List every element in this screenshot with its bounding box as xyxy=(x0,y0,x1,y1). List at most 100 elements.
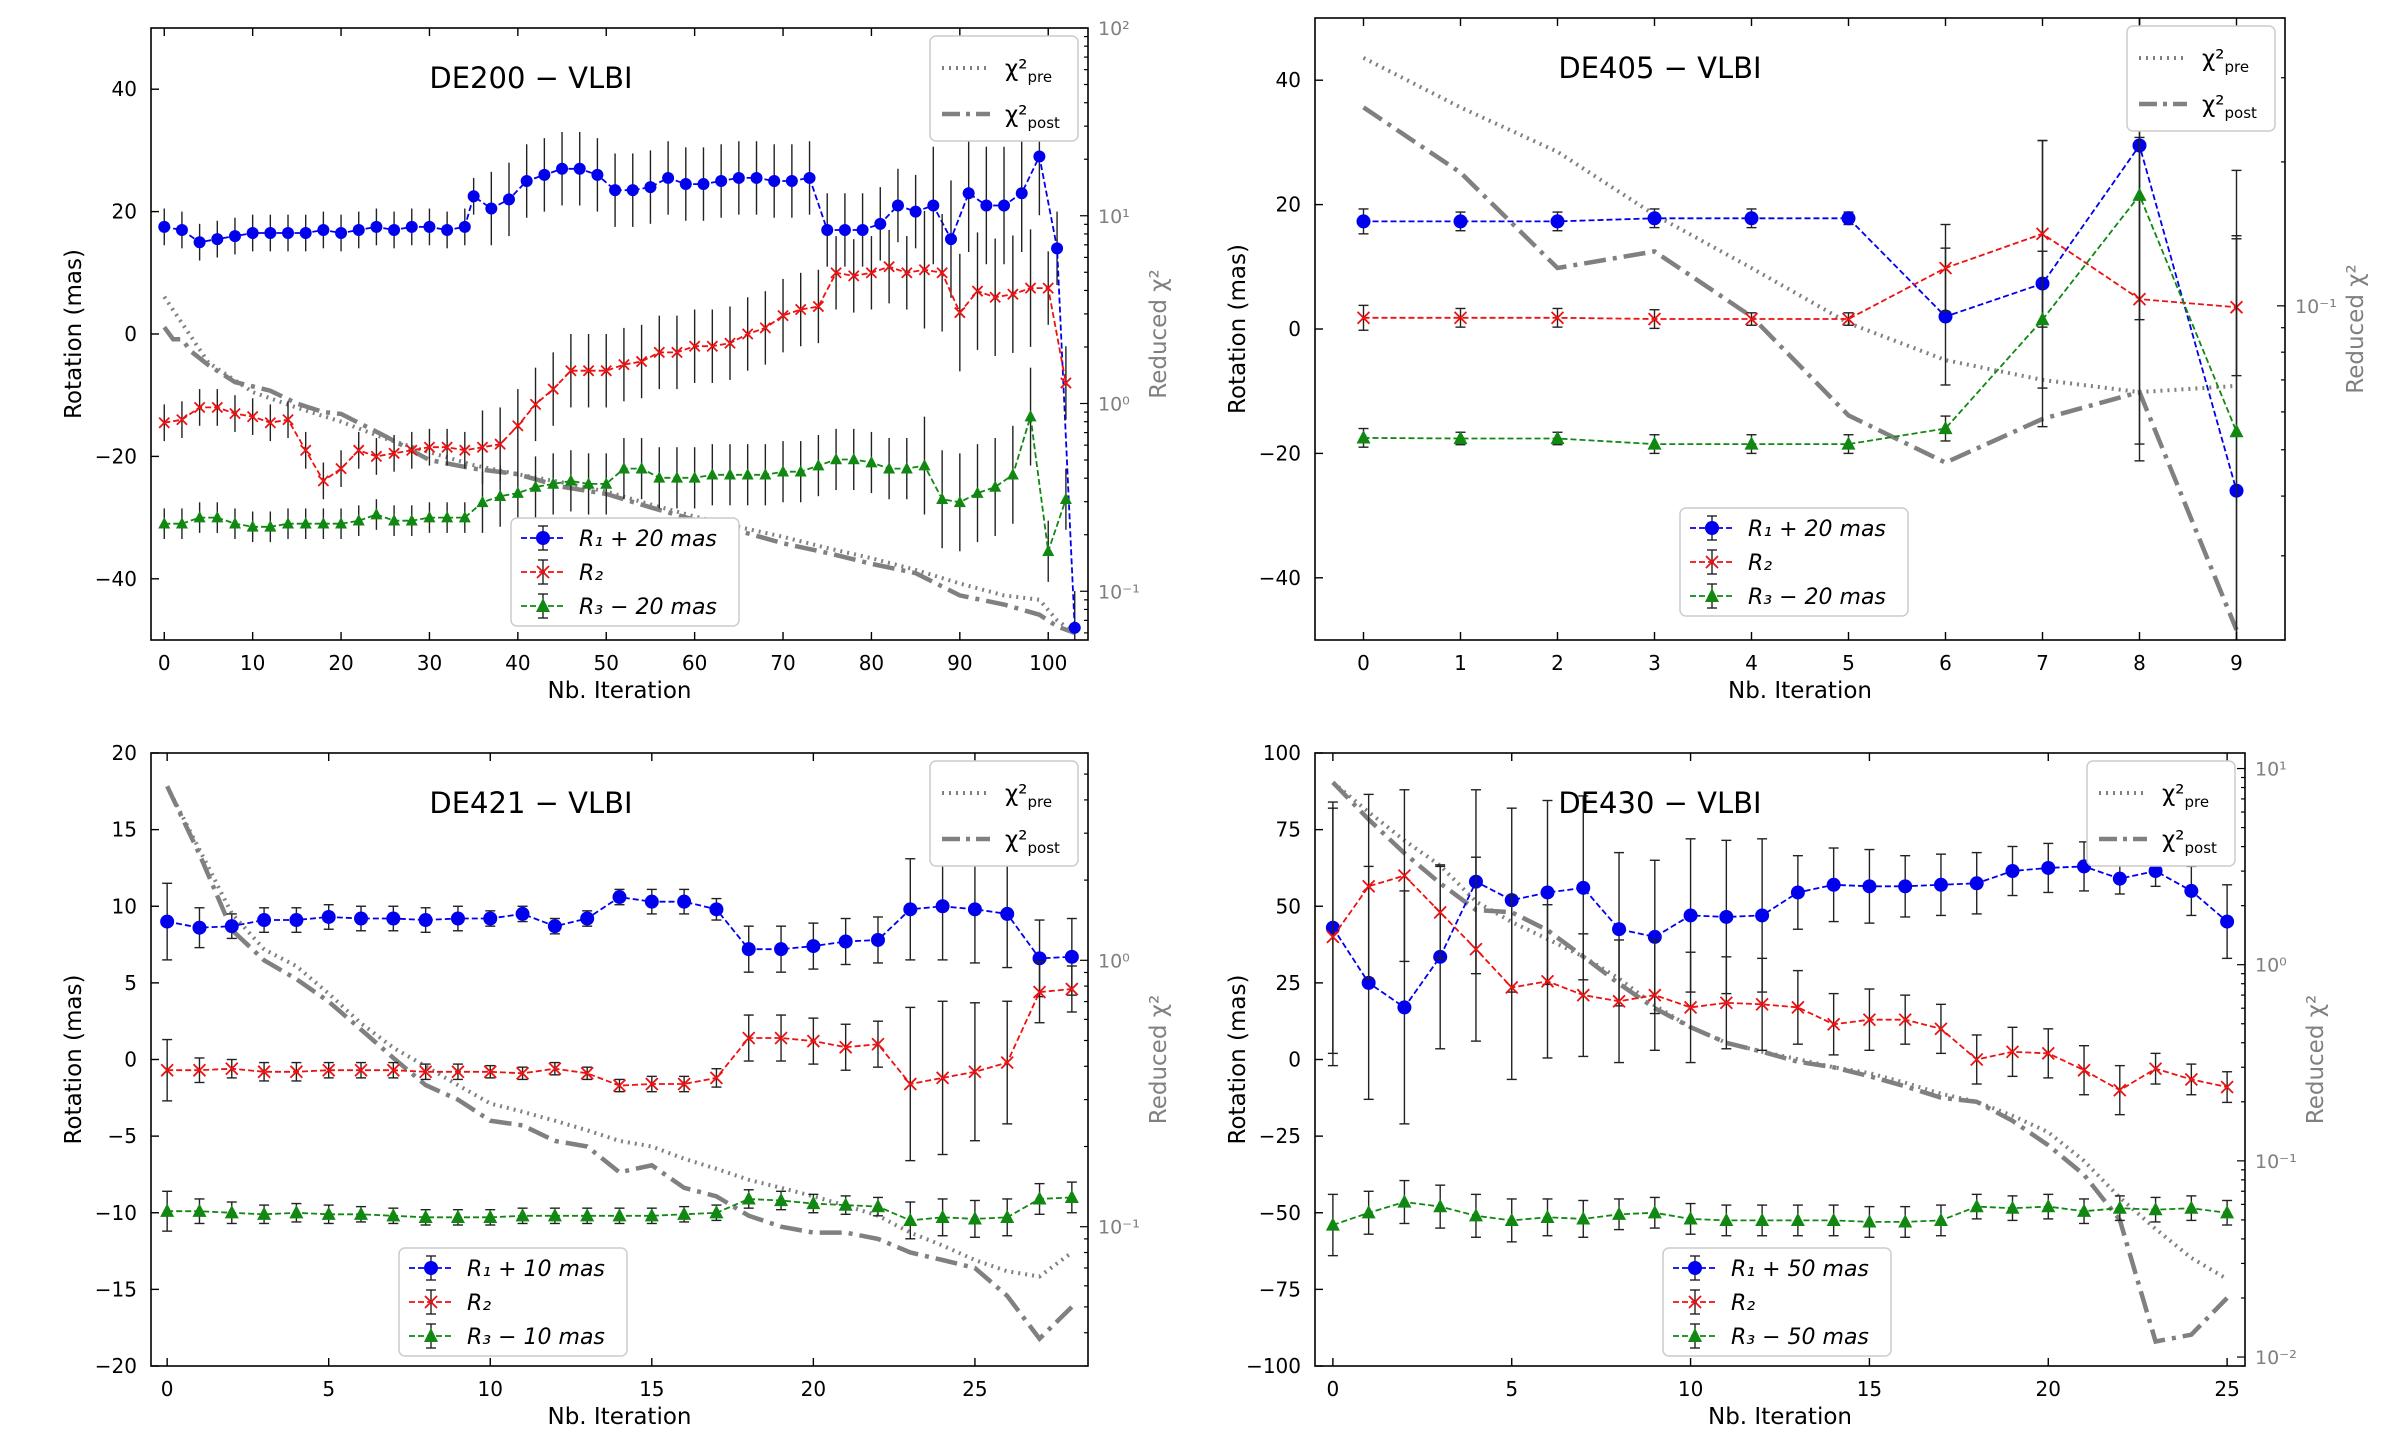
r2-point xyxy=(1356,311,1371,325)
r2-point xyxy=(2148,1062,2163,1076)
chi-post-line xyxy=(1331,780,2229,1345)
r2-point xyxy=(1540,974,1555,988)
r3-point xyxy=(1826,1212,1841,1227)
r2-point xyxy=(901,267,913,279)
chi-pre-line xyxy=(162,295,1076,635)
r2-point xyxy=(971,285,984,297)
r3-point xyxy=(1000,1209,1015,1223)
x-tick-label: 10 xyxy=(240,651,265,675)
y-tick-label: −20 xyxy=(95,1354,137,1378)
r3-point xyxy=(483,1209,498,1223)
y2-axis-label: Reduced χ² xyxy=(2343,264,2369,394)
r3-point xyxy=(1969,1198,1984,1213)
r1-point xyxy=(612,890,627,905)
r2-point xyxy=(211,401,224,414)
r3-point xyxy=(2132,187,2147,201)
r2-point xyxy=(515,1066,530,1080)
y-tick-label: 20 xyxy=(1276,193,1301,217)
y-tick-label: −100 xyxy=(1246,1354,1301,1378)
r3-point xyxy=(317,517,330,529)
y2-tick-label: 10⁰ xyxy=(1098,394,1130,416)
series-legend-marker xyxy=(1705,588,1719,602)
series-legend-box xyxy=(1679,507,1909,617)
r1-point xyxy=(2148,864,2163,879)
x-tick-label: 2 xyxy=(1551,651,1564,675)
x-tick-label: 4 xyxy=(1745,651,1758,675)
r3-point xyxy=(529,480,542,492)
series-legend-marker xyxy=(536,565,550,579)
r1-point xyxy=(354,911,369,926)
series-legend-marker xyxy=(536,598,550,612)
chi-pre-line xyxy=(1331,780,2229,1281)
r2-point xyxy=(1576,988,1590,1002)
x-tick-label: 10 xyxy=(478,1377,503,1401)
r3-point xyxy=(1898,1214,1913,1228)
r1-point xyxy=(2005,864,2020,879)
r1-point xyxy=(556,162,569,175)
series-legend-marker xyxy=(1688,1328,1702,1342)
r1-point xyxy=(160,914,175,929)
x-tick-label: 8 xyxy=(2133,651,2146,675)
r3-point xyxy=(1576,1211,1591,1225)
r3-point xyxy=(192,1203,207,1217)
r2-point xyxy=(806,1034,820,1048)
r3-point xyxy=(706,468,719,480)
r1-point xyxy=(1361,975,1376,990)
r2-point xyxy=(777,309,789,322)
r3-point xyxy=(1042,544,1055,557)
r1-point xyxy=(715,175,728,187)
series-legend-marker xyxy=(1705,521,1719,535)
chi-pre-line xyxy=(1362,56,2237,395)
r3-point xyxy=(1938,420,1953,435)
r3-point xyxy=(617,462,630,474)
chi-pre-legend-sub: pre xyxy=(1028,793,1053,811)
r1-point xyxy=(1898,879,1913,894)
y-axis-label: Rotation (mas) xyxy=(61,975,87,1145)
r3-point xyxy=(794,465,807,477)
r2-point xyxy=(1362,879,1376,893)
series-legend-label: R₃ − 50 mas xyxy=(1731,1325,1869,1350)
series-legend-label: R₃ − 20 mas xyxy=(1748,585,1886,610)
r1-point xyxy=(750,171,763,184)
r3-point xyxy=(759,468,772,480)
r2-point xyxy=(1453,311,1468,325)
r3-point xyxy=(830,452,843,465)
x-axis-label: Nb. Iteration xyxy=(548,1404,692,1430)
y2-tick-label: 10⁰ xyxy=(2255,955,2287,977)
r3-point xyxy=(1361,1205,1376,1219)
r1-point xyxy=(370,220,383,233)
r2-point xyxy=(512,420,524,432)
r1-point xyxy=(158,220,171,233)
y-tick-label: 20 xyxy=(112,741,137,765)
chart-title: DE430 − VLBI xyxy=(1558,786,1761,820)
r1-point xyxy=(485,202,498,215)
r1-point xyxy=(1612,922,1627,937)
r2-point xyxy=(354,1063,368,1077)
r2-point xyxy=(2035,227,2050,241)
r1-point xyxy=(228,230,241,243)
r2-point xyxy=(483,1065,497,1079)
r1-point xyxy=(677,894,692,909)
r3-point xyxy=(580,1208,595,1222)
panel-3: 0 5 10 15 20 25 −100 −75 −50 −25 0 25 50 75 100 10⁻² 10⁻… xyxy=(1225,741,2329,1430)
chi-pre-legend-sub: pre xyxy=(1028,68,1053,86)
r3-point xyxy=(612,1208,627,1222)
r1-point xyxy=(458,220,471,233)
series-legend-label: R₁ + 20 mas xyxy=(579,527,717,552)
x-tick-label: 15 xyxy=(639,1377,664,1401)
series-legend-label: R₁ + 10 mas xyxy=(467,1257,605,1282)
r3-point xyxy=(847,452,860,465)
r2-point xyxy=(1841,312,1856,326)
r1-point xyxy=(503,193,516,206)
x-tick-label: 20 xyxy=(801,1377,826,1401)
r2-point xyxy=(794,303,807,316)
r2-point xyxy=(2077,1063,2091,1077)
r3-point xyxy=(1647,436,1662,450)
series-legend-marker xyxy=(1688,1295,1702,1309)
r2-point xyxy=(936,1071,950,1085)
r3-point xyxy=(352,514,365,526)
r1-point xyxy=(709,902,724,917)
r2-point xyxy=(299,444,312,457)
r1-point xyxy=(774,942,789,957)
r1-point xyxy=(967,902,982,917)
